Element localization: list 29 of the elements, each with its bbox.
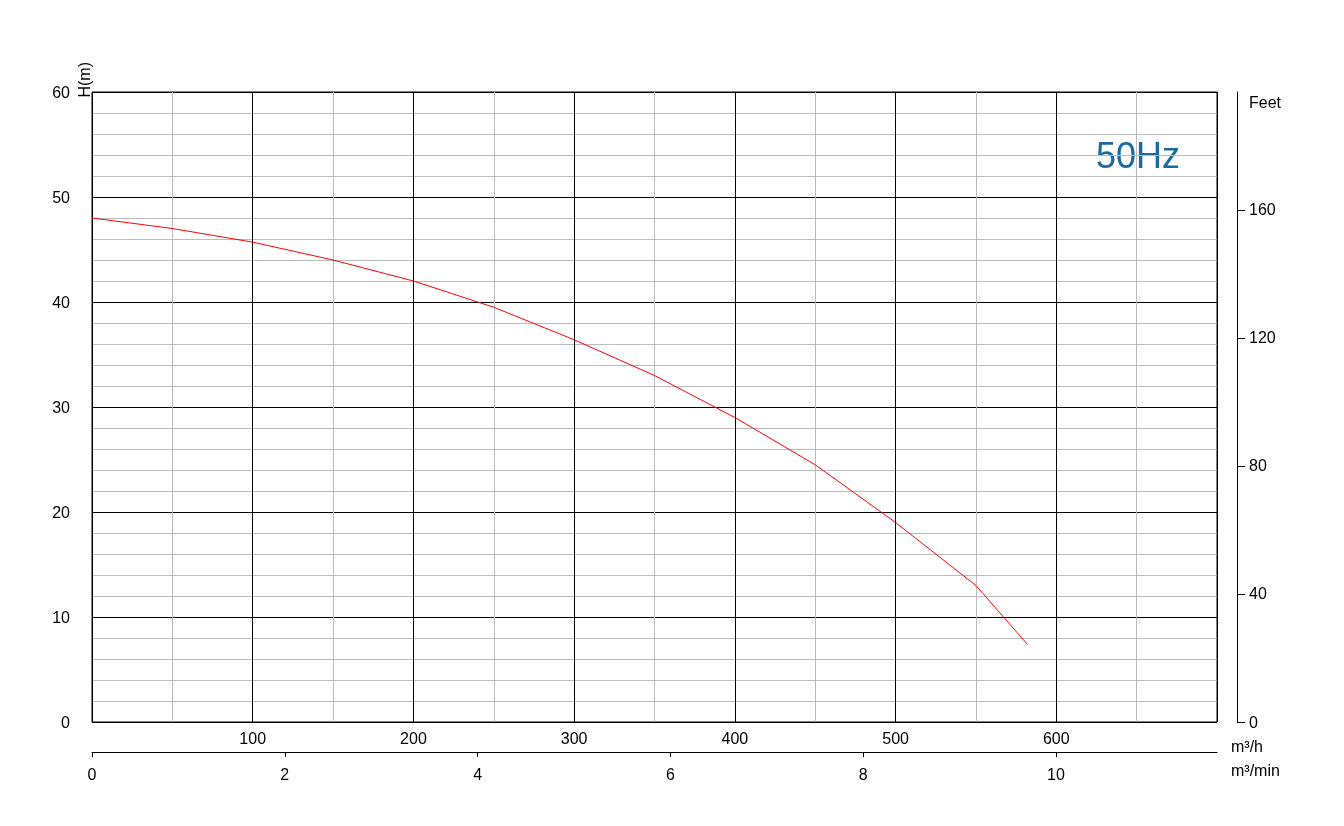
x2-axis-title: m³/min — [1231, 761, 1280, 779]
x2-tick-label: 8 — [858, 765, 868, 783]
x2-tick-label: 0 — [87, 765, 97, 783]
y2-tick-label: 0 — [1249, 713, 1258, 731]
y-tick-label: 0 — [61, 713, 71, 731]
x-tick-label: 100 — [239, 729, 267, 747]
x-tick-label: 600 — [1042, 729, 1070, 747]
x2-tick-label: 2 — [280, 765, 290, 783]
x-axis-title: m³/h — [1231, 737, 1263, 755]
y-axis-title: H(m) — [75, 62, 93, 98]
x-tick-label: 500 — [882, 729, 910, 747]
x2-tick-label: 6 — [665, 765, 675, 783]
y-tick-label: 20 — [52, 503, 71, 521]
y2-tick-label: 160 — [1249, 201, 1276, 219]
x-tick-label: 200 — [400, 729, 427, 747]
y2-tick-label: 40 — [1249, 585, 1267, 603]
y2-axis-title: Feet — [1249, 93, 1282, 111]
y-tick-label: 30 — [52, 398, 71, 416]
y-tick-label: 10 — [52, 608, 71, 626]
y-tick-label: 60 — [52, 83, 71, 101]
x-tick-label: 300 — [560, 729, 588, 747]
line-series — [91, 217, 1028, 645]
y2-tick-label: 80 — [1249, 457, 1267, 475]
x2-tick-label: 10 — [1047, 765, 1066, 783]
y2-tick-label: 120 — [1249, 329, 1276, 347]
x-tick-label: 400 — [721, 729, 749, 747]
x2-tick-label: 4 — [473, 765, 483, 783]
y-tick-label: 40 — [52, 293, 71, 311]
y-tick-label: 50 — [52, 188, 71, 206]
